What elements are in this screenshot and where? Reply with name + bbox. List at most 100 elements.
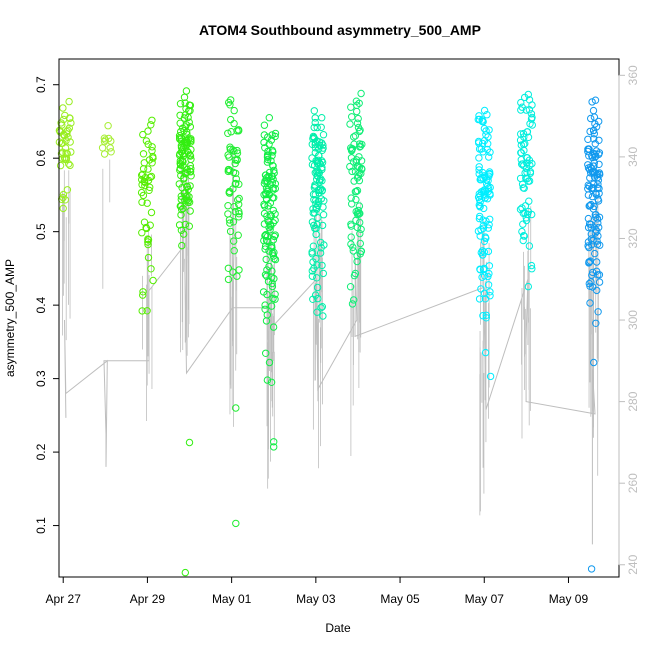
scatter-point xyxy=(181,170,190,178)
scatter-point xyxy=(143,307,151,315)
scatter-point xyxy=(479,224,488,232)
scatter-point xyxy=(176,100,185,108)
scatter-point xyxy=(144,235,152,243)
scatter-point xyxy=(592,123,601,131)
scatter-point xyxy=(353,174,362,182)
scatter-point xyxy=(589,180,598,188)
scatter-point xyxy=(517,98,525,107)
scatter-point xyxy=(586,257,594,265)
scatter-point xyxy=(176,202,185,210)
scatter-point xyxy=(484,224,492,232)
scatter-point xyxy=(270,274,278,283)
scatter-point xyxy=(177,226,186,235)
scatter-point xyxy=(519,220,527,228)
scatter-point xyxy=(233,272,241,280)
scatter-point xyxy=(309,132,318,141)
scatter-point xyxy=(229,185,237,193)
scatter-point xyxy=(346,162,354,171)
scatter-point xyxy=(235,213,243,221)
scatter-point xyxy=(224,167,233,176)
scatter-point xyxy=(144,238,152,246)
scatter-point xyxy=(139,150,148,158)
scatter-point xyxy=(356,250,364,258)
scatter-point xyxy=(352,97,361,105)
scatter-point xyxy=(589,237,597,245)
scatter-point xyxy=(63,186,72,194)
scatter-point xyxy=(475,115,484,124)
scatter-point xyxy=(480,106,489,115)
scatter-point xyxy=(588,184,597,192)
scatter-point xyxy=(479,265,488,274)
scatter-point xyxy=(309,242,318,250)
scatter-point xyxy=(263,266,271,274)
scatter-point xyxy=(268,282,277,291)
scatter-point xyxy=(100,150,109,158)
scatter-point xyxy=(235,207,243,216)
scatter-point xyxy=(478,273,486,281)
scatter-point xyxy=(310,196,318,204)
scatter-point xyxy=(260,121,269,129)
scatter-point xyxy=(320,197,328,205)
scatter-point xyxy=(520,133,528,141)
scatter-point xyxy=(594,308,602,316)
scatter-point xyxy=(187,145,195,154)
scatter-point xyxy=(595,149,604,157)
scatter-point xyxy=(233,155,241,164)
scatter-point xyxy=(186,123,195,131)
scatter-point xyxy=(230,237,238,245)
scatter-point xyxy=(311,118,319,127)
scatter-point xyxy=(225,189,233,197)
scatter-point xyxy=(182,105,190,113)
scatter-point xyxy=(271,231,279,239)
scatter-point xyxy=(147,208,156,217)
scatter-point xyxy=(138,175,146,184)
scatter-point xyxy=(485,153,493,161)
scatter-point xyxy=(486,288,494,296)
scatter-point xyxy=(180,175,188,183)
scatter-point xyxy=(479,168,487,177)
y2-tick-label: 340 xyxy=(626,147,640,167)
scatter-point xyxy=(587,278,595,286)
scatter-point xyxy=(350,133,358,141)
scatter-point xyxy=(591,249,599,258)
scatter-point xyxy=(148,143,156,151)
scatter-point xyxy=(485,126,493,134)
scatter-point xyxy=(518,227,526,236)
scatter-point xyxy=(348,200,356,208)
scatter-point xyxy=(142,224,151,233)
x-tick-label: Apr 27 xyxy=(46,592,82,606)
scatter-point xyxy=(347,194,355,202)
scatter-point xyxy=(65,97,73,106)
scatter-point xyxy=(319,131,328,139)
scatter-point xyxy=(356,239,364,248)
scatter-point xyxy=(586,166,594,174)
scatter-point xyxy=(482,217,490,225)
scatter-point xyxy=(67,119,75,127)
scatter-point xyxy=(482,127,490,135)
scatter-point xyxy=(267,222,275,230)
scatter-point xyxy=(586,174,594,182)
scatter-point xyxy=(187,165,195,173)
scatter-points-layer xyxy=(55,87,604,577)
scatter-point xyxy=(587,230,595,238)
scatter-point xyxy=(593,215,602,223)
scatter-point xyxy=(180,230,188,238)
scatter-point xyxy=(269,236,278,244)
scatter-point xyxy=(484,281,493,289)
scatter-point xyxy=(270,443,278,451)
scatter-point xyxy=(227,115,235,124)
scatter-point xyxy=(479,251,487,259)
scatter-point xyxy=(318,221,327,230)
scatter-point xyxy=(480,204,488,213)
scatter-point xyxy=(57,150,66,158)
scatter-point xyxy=(314,167,322,175)
scatter-point xyxy=(147,121,155,129)
scatter-point xyxy=(267,378,276,386)
scatter-point xyxy=(481,348,490,357)
scatter-point xyxy=(588,98,596,106)
scatter-point xyxy=(592,190,600,199)
scatter-point xyxy=(485,269,493,278)
scatter-point xyxy=(148,147,156,155)
scatter-point xyxy=(357,225,365,234)
y-tick-label: 0.6 xyxy=(34,150,48,167)
